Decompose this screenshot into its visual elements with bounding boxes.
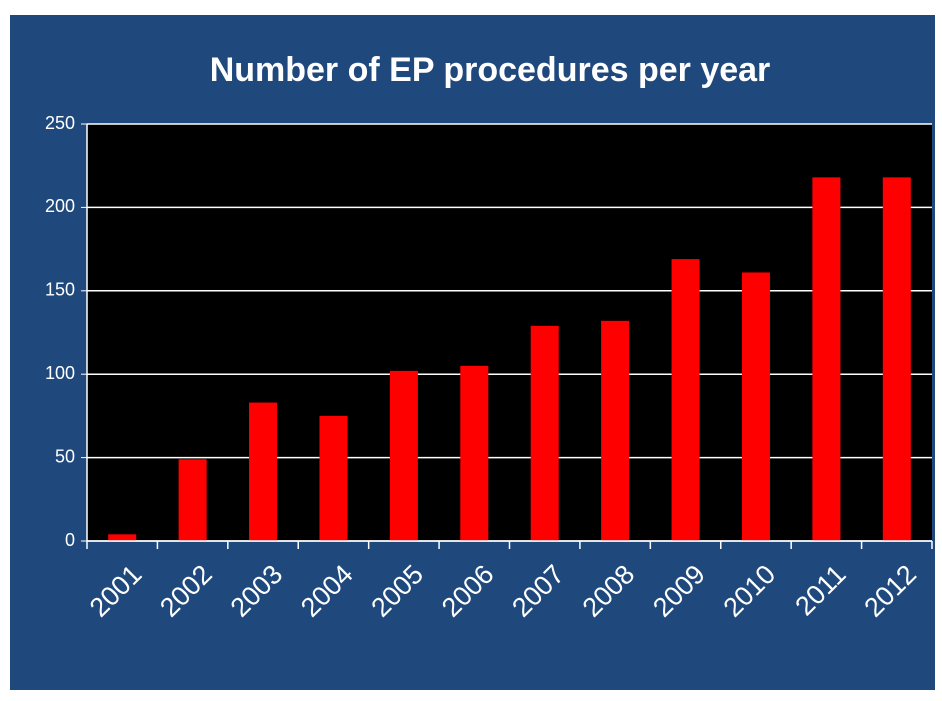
bar <box>389 370 418 541</box>
y-tick-label: 250 <box>45 113 75 133</box>
bar <box>249 402 278 541</box>
bar <box>530 325 559 541</box>
y-tick-label: 0 <box>65 530 75 550</box>
bar <box>108 534 137 541</box>
bar <box>741 272 770 541</box>
bar <box>601 320 630 541</box>
y-tick-label: 150 <box>45 280 75 300</box>
plot-area <box>87 124 932 541</box>
bar <box>882 177 911 541</box>
bar <box>812 177 841 541</box>
y-tick-label: 50 <box>55 446 75 466</box>
chart-title: Number of EP procedures per year <box>210 51 771 89</box>
bar <box>671 259 700 541</box>
y-tick-label: 100 <box>45 363 75 383</box>
bar <box>319 415 348 541</box>
y-tick-label: 200 <box>45 196 75 216</box>
bar <box>178 459 207 541</box>
bar <box>460 365 489 541</box>
